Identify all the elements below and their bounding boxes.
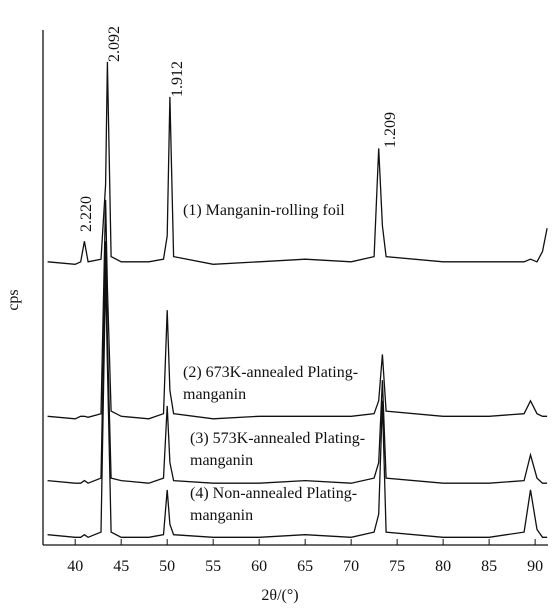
- x-tick-label: 75: [389, 558, 405, 575]
- x-tick-label: 60: [251, 558, 267, 575]
- x-tick-label: 65: [297, 558, 313, 575]
- x-tick-label: 45: [113, 558, 129, 575]
- x-tick-label: 80: [435, 558, 451, 575]
- y-axis-label: cps: [5, 289, 22, 310]
- peak-annotation: 1.912: [169, 61, 186, 97]
- series-label: (4) Non-annealed Plating-manganin: [190, 485, 358, 524]
- series-line: [47, 241, 548, 484]
- peak-annotation: 2.092: [106, 26, 123, 62]
- series-label: (3) 573K-annealed Plating-manganin: [190, 430, 366, 469]
- x-tick-label: 55: [205, 558, 221, 575]
- series-line: [47, 61, 548, 265]
- series-label: (2) 673K-annealed Plating-manganin: [183, 364, 359, 403]
- x-tick-label: 40: [67, 558, 83, 575]
- peak-annotation: 2.220: [78, 196, 95, 232]
- x-tick-label: 90: [527, 558, 543, 575]
- series-line: [47, 199, 548, 420]
- x-tick-label: 85: [481, 558, 497, 575]
- x-tick-label: 70: [343, 558, 359, 575]
- x-tick-label: 50: [159, 558, 175, 575]
- peak-annotation: 1.209: [382, 112, 399, 148]
- series-label: (1) Manganin-rolling foil: [183, 202, 345, 219]
- series-line: [47, 272, 548, 539]
- x-axis-label: 2θ/(°): [261, 587, 298, 604]
